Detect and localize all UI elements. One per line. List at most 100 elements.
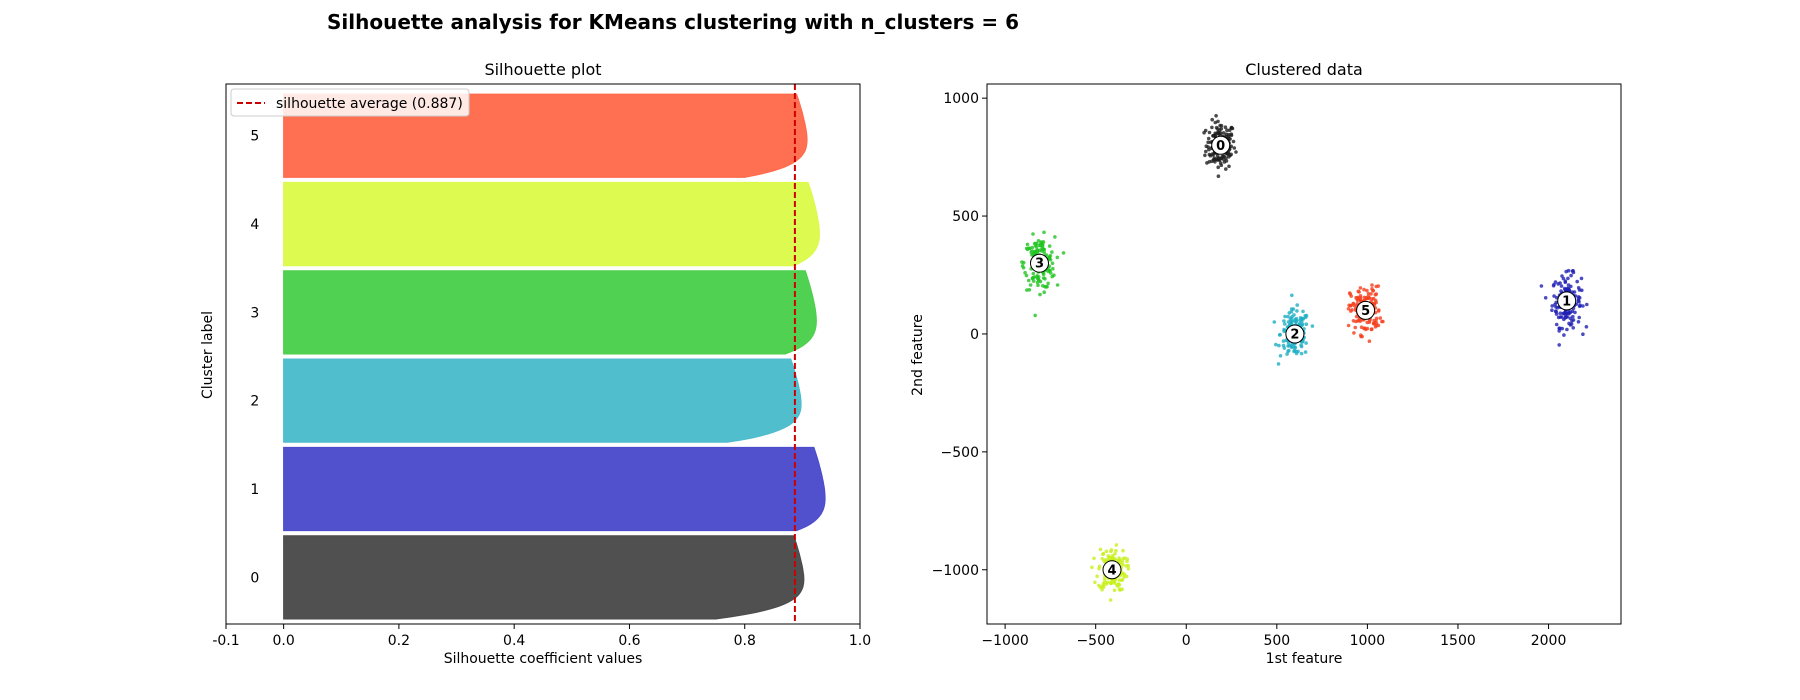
silhouette-y-axis-label: Cluster label bbox=[200, 311, 216, 399]
scatter-point bbox=[1559, 284, 1564, 288]
scatter-point bbox=[1299, 344, 1304, 349]
scatter-point bbox=[1206, 136, 1211, 141]
scatter-point bbox=[1285, 352, 1289, 356]
scatter-point bbox=[1212, 158, 1216, 162]
scatter-point bbox=[1562, 286, 1567, 291]
scatter-point bbox=[1208, 153, 1213, 158]
scatter-point bbox=[1365, 288, 1369, 293]
scatter-point bbox=[1223, 125, 1228, 129]
scatter-point bbox=[1031, 232, 1035, 236]
scatter-point bbox=[1041, 240, 1046, 244]
scatter-point bbox=[1061, 251, 1066, 255]
silhouette-cluster-label: 0 bbox=[250, 570, 259, 586]
scatter-point bbox=[1367, 339, 1372, 344]
scatter-point bbox=[1303, 350, 1308, 354]
scatter-point bbox=[1219, 127, 1224, 131]
scatter-point bbox=[1357, 318, 1361, 323]
scatter-point bbox=[1352, 303, 1357, 308]
scatter-point bbox=[1287, 311, 1292, 315]
scatter-point bbox=[1283, 314, 1287, 319]
scatter-point bbox=[1023, 270, 1027, 275]
scatter-point bbox=[1287, 344, 1292, 348]
scatter-point bbox=[1577, 296, 1582, 300]
scatter-point bbox=[1292, 349, 1296, 354]
scatter-point bbox=[1353, 325, 1358, 330]
scatter-point bbox=[1298, 316, 1303, 320]
silhouette-band-cluster-4 bbox=[283, 181, 820, 267]
cluster-center-label: 1 bbox=[1562, 294, 1571, 309]
scatter-point bbox=[1581, 304, 1585, 308]
scatter-point bbox=[1109, 548, 1114, 552]
scatter-point bbox=[1371, 288, 1375, 293]
scatter-point bbox=[1118, 560, 1122, 565]
scatter-point bbox=[1229, 126, 1234, 130]
x-tick-label: 0 bbox=[1182, 633, 1191, 649]
scatter-point bbox=[1108, 598, 1113, 602]
x-tick-label: 2000 bbox=[1531, 633, 1567, 649]
scatter-point bbox=[1114, 543, 1119, 547]
cluster-center-marker bbox=[1356, 300, 1376, 320]
scatter-point bbox=[1104, 549, 1109, 554]
scatter-point bbox=[1043, 284, 1047, 289]
scatter-point bbox=[1304, 315, 1308, 320]
scatter-point bbox=[1357, 290, 1361, 294]
scatter-point bbox=[1366, 291, 1371, 296]
scatter-point bbox=[1569, 273, 1573, 278]
scatter-point bbox=[1578, 303, 1582, 308]
scatter-point bbox=[1376, 323, 1381, 328]
scatter-point bbox=[1374, 316, 1379, 321]
clustered-y-axis-label: 2nd feature bbox=[910, 314, 926, 396]
scatter-point bbox=[1217, 158, 1222, 162]
scatter-point bbox=[1038, 292, 1042, 297]
scatter-point bbox=[1042, 230, 1046, 235]
silhouette-plot-axes: Silhouette plot Silhouette coefficient v… bbox=[200, 60, 871, 667]
scatter-point bbox=[1295, 303, 1299, 307]
scatter-point bbox=[1300, 323, 1304, 328]
x-tick-label: −1000 bbox=[981, 633, 1028, 649]
scatter-point bbox=[1224, 167, 1228, 171]
scatter-point bbox=[1294, 316, 1299, 321]
silhouette-cluster-label: 3 bbox=[250, 305, 259, 321]
scatter-point bbox=[1367, 320, 1372, 325]
scatter-point bbox=[1347, 291, 1352, 295]
scatter-point bbox=[1378, 316, 1383, 320]
silhouette-cluster-label: 4 bbox=[250, 217, 259, 233]
scatter-point bbox=[1036, 283, 1040, 288]
scatter-point bbox=[1028, 283, 1033, 287]
scatter-point bbox=[1101, 583, 1106, 587]
scatter-point bbox=[1571, 318, 1576, 322]
scatter-point bbox=[1277, 343, 1281, 348]
scatter-point bbox=[1101, 551, 1106, 556]
scatter-point bbox=[1288, 317, 1293, 322]
scatter-point bbox=[1352, 331, 1356, 335]
scatter-point bbox=[1281, 339, 1286, 343]
scatter-point bbox=[1225, 128, 1229, 132]
scatter-point bbox=[1585, 302, 1589, 307]
scatter-point bbox=[1370, 283, 1374, 287]
y-tick-label: −500 bbox=[941, 445, 979, 461]
scatter-point bbox=[1373, 325, 1378, 329]
scatter-point bbox=[1571, 314, 1575, 319]
cluster-center-label: 5 bbox=[1361, 304, 1370, 319]
scatter-point bbox=[1216, 165, 1220, 170]
scatter-point bbox=[1024, 273, 1029, 278]
scatter-point bbox=[1202, 130, 1206, 135]
scatter-point bbox=[1310, 324, 1315, 328]
x-tick-label: -0.1 bbox=[212, 633, 239, 649]
scatter-point bbox=[1296, 349, 1300, 354]
scatter-point bbox=[1299, 351, 1304, 356]
scatter-point bbox=[1207, 160, 1212, 164]
silhouette-band-cluster-3 bbox=[283, 270, 817, 355]
scatter-point bbox=[1217, 131, 1221, 135]
scatter-point bbox=[1034, 245, 1039, 249]
scatter-point bbox=[1115, 583, 1119, 587]
clustered-ticks: −1000 −500 0 500 1000 1500 2000 −1000 −500 0 500 10… bbox=[932, 91, 1567, 649]
scatter-point bbox=[1103, 580, 1107, 584]
scatter-point bbox=[1113, 557, 1117, 561]
scatter-point bbox=[1227, 164, 1231, 169]
y-tick-label: 500 bbox=[952, 209, 979, 225]
scatter-point bbox=[1098, 547, 1103, 552]
scatter-cluster-3 bbox=[1020, 230, 1066, 318]
scatter-point bbox=[1562, 333, 1566, 337]
scatter-point bbox=[1030, 276, 1035, 281]
